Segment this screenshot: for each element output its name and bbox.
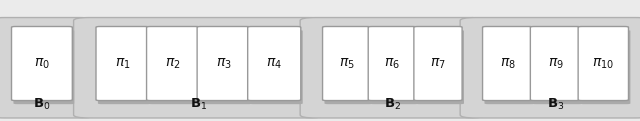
Text: $\pi_{9}$: $\pi_{9}$ (548, 56, 563, 71)
Text: $\mathbf{B}_{2}$: $\mathbf{B}_{2}$ (384, 97, 401, 112)
FancyBboxPatch shape (248, 26, 301, 101)
Text: $\mathbf{B}_{0}$: $\mathbf{B}_{0}$ (33, 97, 51, 112)
Text: $\pi_{6}$: $\pi_{6}$ (385, 56, 400, 71)
FancyBboxPatch shape (13, 30, 74, 104)
FancyBboxPatch shape (416, 30, 464, 104)
Text: $\pi_{1}$: $\pi_{1}$ (115, 56, 131, 71)
FancyBboxPatch shape (414, 26, 462, 101)
Text: $\pi_{5}$: $\pi_{5}$ (339, 56, 355, 71)
Text: $\pi_{8}$: $\pi_{8}$ (500, 56, 516, 71)
FancyBboxPatch shape (199, 30, 252, 104)
Text: $\pi_{3}$: $\pi_{3}$ (216, 56, 232, 71)
FancyBboxPatch shape (148, 30, 202, 104)
FancyBboxPatch shape (147, 26, 200, 101)
Text: $\mathbf{B}_{3}$: $\mathbf{B}_{3}$ (547, 97, 564, 112)
FancyBboxPatch shape (484, 30, 535, 104)
FancyBboxPatch shape (580, 30, 630, 104)
FancyBboxPatch shape (323, 26, 371, 101)
FancyBboxPatch shape (74, 18, 323, 118)
FancyBboxPatch shape (96, 26, 149, 101)
Text: $\mathbf{B}_{1}$: $\mathbf{B}_{1}$ (190, 97, 207, 112)
FancyBboxPatch shape (197, 26, 250, 101)
FancyBboxPatch shape (300, 18, 484, 118)
FancyBboxPatch shape (370, 30, 419, 104)
Text: $\pi_{10}$: $\pi_{10}$ (592, 56, 614, 71)
FancyBboxPatch shape (250, 30, 303, 104)
FancyBboxPatch shape (531, 26, 580, 101)
FancyBboxPatch shape (368, 26, 417, 101)
Text: $\pi_{0}$: $\pi_{0}$ (34, 56, 50, 71)
FancyBboxPatch shape (12, 26, 72, 101)
FancyBboxPatch shape (483, 26, 533, 101)
FancyBboxPatch shape (578, 26, 628, 101)
FancyBboxPatch shape (98, 30, 151, 104)
FancyBboxPatch shape (324, 30, 372, 104)
FancyBboxPatch shape (460, 18, 640, 118)
Text: $\pi_{7}$: $\pi_{7}$ (430, 56, 446, 71)
Text: $\pi_{4}$: $\pi_{4}$ (266, 56, 282, 71)
FancyBboxPatch shape (0, 18, 95, 118)
Text: $\pi_{2}$: $\pi_{2}$ (165, 56, 181, 71)
FancyBboxPatch shape (532, 30, 582, 104)
